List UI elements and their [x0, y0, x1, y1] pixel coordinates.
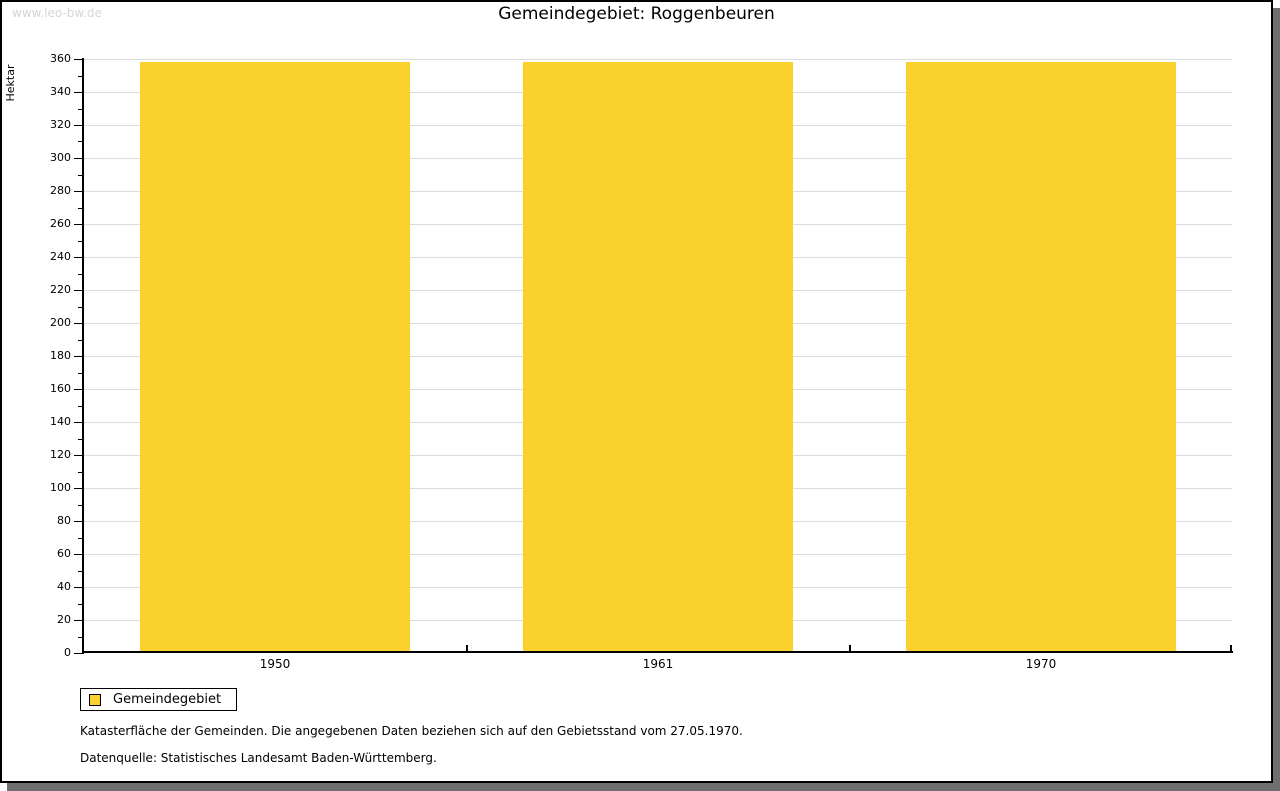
y-tick-major: [74, 587, 82, 588]
frame-shadow-right: [1273, 8, 1280, 791]
legend: Gemeindegebiet: [80, 688, 238, 711]
legend-label: Gemeindegebiet: [113, 692, 222, 707]
y-tick-major: [74, 389, 82, 390]
y-tick-major: [74, 92, 82, 93]
y-tick-label: 240: [50, 250, 71, 263]
y-tick-minor: [78, 439, 82, 440]
y-tick-label: 20: [57, 613, 71, 626]
y-tick-label: 120: [50, 448, 71, 461]
y-tick-minor: [78, 472, 82, 473]
y-tick-minor: [78, 109, 82, 110]
y-tick-minor: [78, 241, 82, 242]
y-tick-major: [74, 653, 82, 654]
y-tick-label: 100: [50, 481, 71, 494]
y-tick-label: 280: [50, 184, 71, 197]
y-tick-minor: [78, 208, 82, 209]
y-tick-label: 200: [50, 316, 71, 329]
y-axis-line: [82, 58, 84, 654]
y-axis-title: Hektar: [4, 64, 17, 102]
y-tick-major: [74, 191, 82, 192]
y-tick-label: 0: [64, 646, 71, 659]
bar: [906, 62, 1176, 653]
y-tick-minor: [78, 505, 82, 506]
y-tick-minor: [78, 274, 82, 275]
y-tick-minor: [78, 340, 82, 341]
y-tick-major: [74, 257, 82, 258]
y-tick-minor: [78, 373, 82, 374]
y-tick-minor: [78, 406, 82, 407]
chart-title: Gemeindegebiet: Roggenbeuren: [498, 4, 775, 24]
y-tick-major: [74, 356, 82, 357]
y-tick-major: [74, 158, 82, 159]
y-tick-major: [74, 59, 82, 60]
y-tick-major: [74, 422, 82, 423]
y-tick-label: 360: [50, 52, 71, 65]
x-boundary-tick: [466, 645, 468, 652]
y-tick-major: [74, 125, 82, 126]
bar: [140, 62, 410, 653]
y-tick-minor: [78, 637, 82, 638]
y-tick-label: 40: [57, 580, 71, 593]
x-end-tick: [1230, 645, 1232, 652]
y-tick-minor: [78, 538, 82, 539]
y-tick-major: [74, 290, 82, 291]
y-tick-label: 160: [50, 382, 71, 395]
y-tick-minor: [78, 76, 82, 77]
x-axis-line: [82, 651, 1233, 653]
y-tick-label: 260: [50, 217, 71, 230]
y-tick-label: 300: [50, 151, 71, 164]
footer-note: Katasterfläche der Gemeinden. Die angege…: [80, 724, 743, 738]
x-category-label: 1970: [1025, 657, 1057, 671]
footer-source: Datenquelle: Statistisches Landesamt Bad…: [80, 751, 437, 765]
y-tick-label: 60: [57, 547, 71, 560]
y-tick-major: [74, 224, 82, 225]
y-tick-label: 220: [50, 283, 71, 296]
y-tick-minor: [78, 571, 82, 572]
y-tick-minor: [78, 141, 82, 142]
y-tick-minor: [78, 604, 82, 605]
frame-shadow-bottom: [7, 783, 1280, 791]
y-tick-label: 320: [50, 118, 71, 131]
y-tick-label: 340: [50, 85, 71, 98]
bar: [523, 62, 793, 653]
x-category-label: 1950: [259, 657, 291, 671]
y-tick-major: [74, 455, 82, 456]
x-boundary-tick: [849, 645, 851, 652]
x-category-label: 1961: [642, 657, 674, 671]
watermark: www.leo-bw.de: [12, 6, 102, 20]
y-tick-label: 140: [50, 415, 71, 428]
y-tick-minor: [78, 307, 82, 308]
y-tick-major: [74, 488, 82, 489]
y-tick-major: [74, 554, 82, 555]
y-tick-label: 80: [57, 514, 71, 527]
y-tick-major: [74, 521, 82, 522]
y-tick-label: 180: [50, 349, 71, 362]
legend-swatch-gemeindegebiet: [89, 693, 101, 706]
y-tick-major: [74, 620, 82, 621]
y-tick-minor: [78, 175, 82, 176]
y-tick-major: [74, 323, 82, 324]
gridline: [83, 59, 1232, 60]
